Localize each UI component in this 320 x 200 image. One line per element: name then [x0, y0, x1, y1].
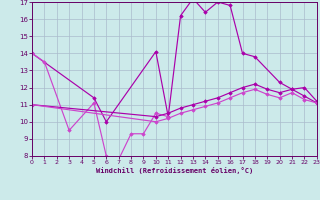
X-axis label: Windchill (Refroidissement éolien,°C): Windchill (Refroidissement éolien,°C) [96, 167, 253, 174]
